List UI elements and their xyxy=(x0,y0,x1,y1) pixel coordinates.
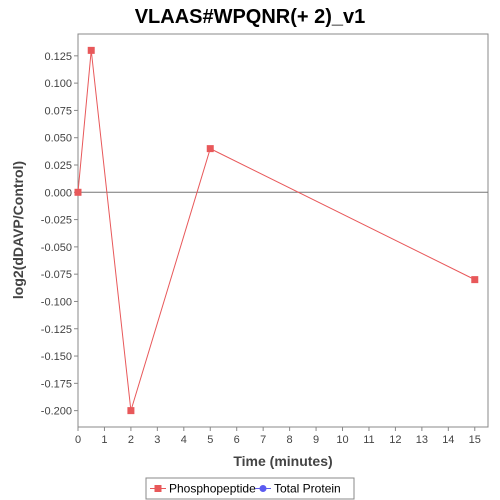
x-tick-label: 9 xyxy=(313,434,319,446)
y-tick-label: -0.150 xyxy=(41,351,72,363)
x-tick-label: 14 xyxy=(442,434,454,446)
x-tick-label: 8 xyxy=(287,434,293,446)
legend-swatch-marker xyxy=(154,485,162,492)
data-point xyxy=(74,188,82,196)
x-tick-label: 2 xyxy=(128,434,134,446)
legend-swatch-marker xyxy=(259,485,267,492)
x-tick-label: 3 xyxy=(154,434,160,446)
y-tick-label: 0.100 xyxy=(44,78,72,90)
y-tick-label: 0.075 xyxy=(44,105,72,117)
data-point xyxy=(127,407,135,415)
legend-label: Total Protein xyxy=(274,482,341,496)
y-tick-label: 0.025 xyxy=(44,160,72,172)
x-tick-label: 1 xyxy=(101,434,107,446)
data-point xyxy=(206,145,214,153)
x-tick-label: 6 xyxy=(234,434,240,446)
x-tick-label: 13 xyxy=(416,434,428,446)
x-axis-label: Time (minutes) xyxy=(233,453,332,469)
data-point xyxy=(87,46,95,54)
x-tick-label: 4 xyxy=(181,434,187,446)
y-tick-label: -0.075 xyxy=(41,269,72,281)
y-tick-label: 0.050 xyxy=(44,133,72,145)
legend: Phosphopeptide Total Protein xyxy=(145,477,355,500)
y-tick-label: -0.100 xyxy=(41,296,72,308)
legend-label: Phosphopeptide xyxy=(169,482,256,496)
x-tick-label: 10 xyxy=(336,434,348,446)
plot-area: 0 1 2 3 4 5 6 7 8 9 10 11 12 13 14 150.1250.1000.0750.0… xyxy=(41,33,489,446)
x-tick-label: 11 xyxy=(363,434,374,446)
x-tick-label: 7 xyxy=(260,434,266,446)
plot-frame xyxy=(77,33,489,428)
data-point xyxy=(471,276,479,284)
x-tick-label: 15 xyxy=(469,434,481,446)
x-tick-label: 5 xyxy=(207,434,213,446)
y-tick-label: -0.175 xyxy=(41,378,72,390)
y-tick-label: -0.025 xyxy=(41,215,72,227)
legend-box xyxy=(145,477,355,500)
y-tick-label: 0.000 xyxy=(44,187,72,199)
y-tick-label: 0.125 xyxy=(44,51,72,63)
x-tick-label: 0 xyxy=(75,434,81,446)
y-tick-label: -0.200 xyxy=(41,406,72,418)
x-tick-label: 12 xyxy=(389,434,401,446)
y-axis-label: log2(dDAVP/Control) xyxy=(10,161,26,299)
y-tick-label: -0.050 xyxy=(41,242,72,254)
chart-title: VLAAS#WPQNR(+ 2)_v1 xyxy=(135,6,366,28)
y-tick-label: -0.125 xyxy=(41,324,72,336)
